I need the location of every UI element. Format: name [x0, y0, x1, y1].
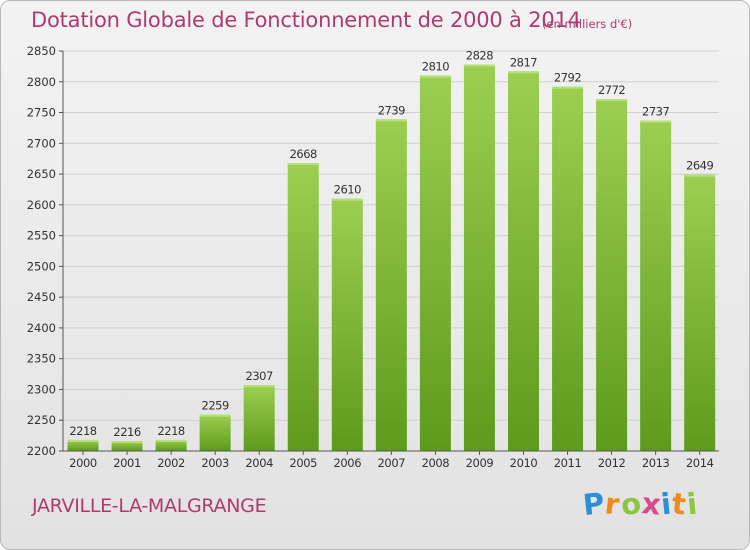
x-tick-label-2009: 2009	[466, 456, 494, 470]
bar-2004	[243, 385, 275, 451]
data-label-2006: 2610	[334, 183, 361, 197]
data-label-2002: 2218	[157, 424, 184, 438]
bar-highlight	[67, 439, 99, 442]
bar-2010	[508, 71, 539, 452]
bar-highlight	[111, 441, 143, 444]
y-tick-label: 2350	[27, 352, 56, 366]
y-tick-label: 2300	[27, 382, 56, 396]
y-tick-label: 2700	[27, 136, 56, 150]
data-label-2005: 2668	[290, 147, 317, 161]
bar-2007	[375, 119, 407, 452]
bar-2005	[287, 163, 319, 451]
bar-highlight	[331, 198, 363, 201]
bar-highlight	[640, 120, 672, 123]
chart-title: Dotation Globale de Fonctionnement de 20…	[31, 8, 581, 32]
x-tick-label-2014: 2014	[686, 456, 714, 470]
data-label-2003: 2259	[202, 399, 229, 413]
x-tick-label-2005: 2005	[289, 456, 317, 470]
bar-2013	[640, 120, 672, 452]
x-tick-label-2001: 2001	[113, 456, 141, 470]
chart-subtitle: (en milliers d'€)	[542, 17, 633, 31]
x-tick-label-2000: 2000	[69, 456, 97, 470]
data-label-2001: 2216	[113, 425, 140, 439]
bar-highlight	[463, 64, 495, 67]
y-axis: 2200 2250 2300 2350 2400 2450 2500 2550 2600 2650…	[27, 44, 64, 458]
bar-2003	[199, 414, 231, 451]
bar-highlight	[199, 414, 231, 417]
bar-highlight	[155, 439, 187, 442]
x-tick-label-2002: 2002	[157, 456, 185, 470]
bar-2011	[552, 86, 584, 451]
x-tick-label-2007: 2007	[378, 456, 406, 470]
data-label-2011: 2792	[554, 71, 581, 85]
bar-highlight	[287, 163, 319, 165]
x-tick-label-2008: 2008	[422, 456, 450, 470]
data-label-2008: 2810	[422, 60, 449, 74]
x-tick-label-2012: 2012	[598, 456, 626, 470]
bar-2012	[596, 99, 628, 451]
bar-2000	[67, 439, 99, 451]
data-label-2013: 2737	[642, 105, 669, 119]
bar-2009	[463, 64, 495, 452]
y-tick-label: 2650	[27, 167, 56, 181]
x-tick-label-2010: 2010	[510, 456, 538, 470]
data-label-2009: 2828	[466, 49, 493, 63]
data-label-2007: 2739	[378, 103, 405, 117]
data-label-2000: 2218	[69, 424, 96, 438]
data-label-2012: 2772	[598, 83, 625, 97]
y-tick-label: 2600	[27, 198, 56, 212]
y-tick-label: 2550	[27, 229, 56, 243]
y-tick-label: 2450	[27, 290, 56, 304]
bar-2001	[111, 441, 143, 451]
logo-letter: i	[685, 486, 700, 522]
x-tick-label-2011: 2011	[554, 456, 582, 470]
bar-highlight	[684, 174, 716, 177]
bar-2002	[155, 439, 187, 451]
x-tick-label-2004: 2004	[245, 456, 273, 470]
x-axis: 2000 2001 2002 2003 2004 2005 2006 2007 2008 2009…	[63, 450, 719, 470]
y-tick-label: 2750	[27, 106, 56, 120]
y-tick-label: 2200	[27, 444, 56, 458]
data-label-2010: 2817	[510, 55, 537, 69]
data-label-2004: 2307	[246, 369, 273, 383]
bar-2008	[419, 75, 451, 451]
y-tick-label: 2400	[27, 321, 56, 335]
y-tick-label: 2800	[27, 75, 56, 89]
x-tick-label-2006: 2006	[333, 456, 361, 470]
data-label-2014: 2649	[686, 159, 713, 173]
y-tick-label: 2850	[27, 44, 56, 58]
bar-highlight	[375, 119, 407, 122]
bars	[67, 64, 716, 452]
bar-highlight	[419, 75, 451, 78]
commune-name: JARVILLE-LA-MALGRANGE	[32, 495, 267, 517]
x-tick-label-2003: 2003	[201, 456, 229, 470]
data-labels: 2218 2216 2218 2259 2307 2668 2610 2739 2810 2828…	[69, 49, 714, 440]
bar-2006	[331, 198, 363, 451]
x-tick-label-2013: 2013	[642, 456, 670, 470]
y-tick-label: 2500	[27, 259, 56, 273]
bar-highlight	[508, 71, 539, 74]
y-tick-label: 2250	[27, 413, 56, 427]
bar-highlight	[552, 86, 584, 89]
bar-highlight	[596, 99, 628, 101]
proxiti-logo: Proxiti	[581, 486, 700, 522]
bar-2014	[684, 174, 716, 451]
bar-highlight	[243, 385, 275, 388]
